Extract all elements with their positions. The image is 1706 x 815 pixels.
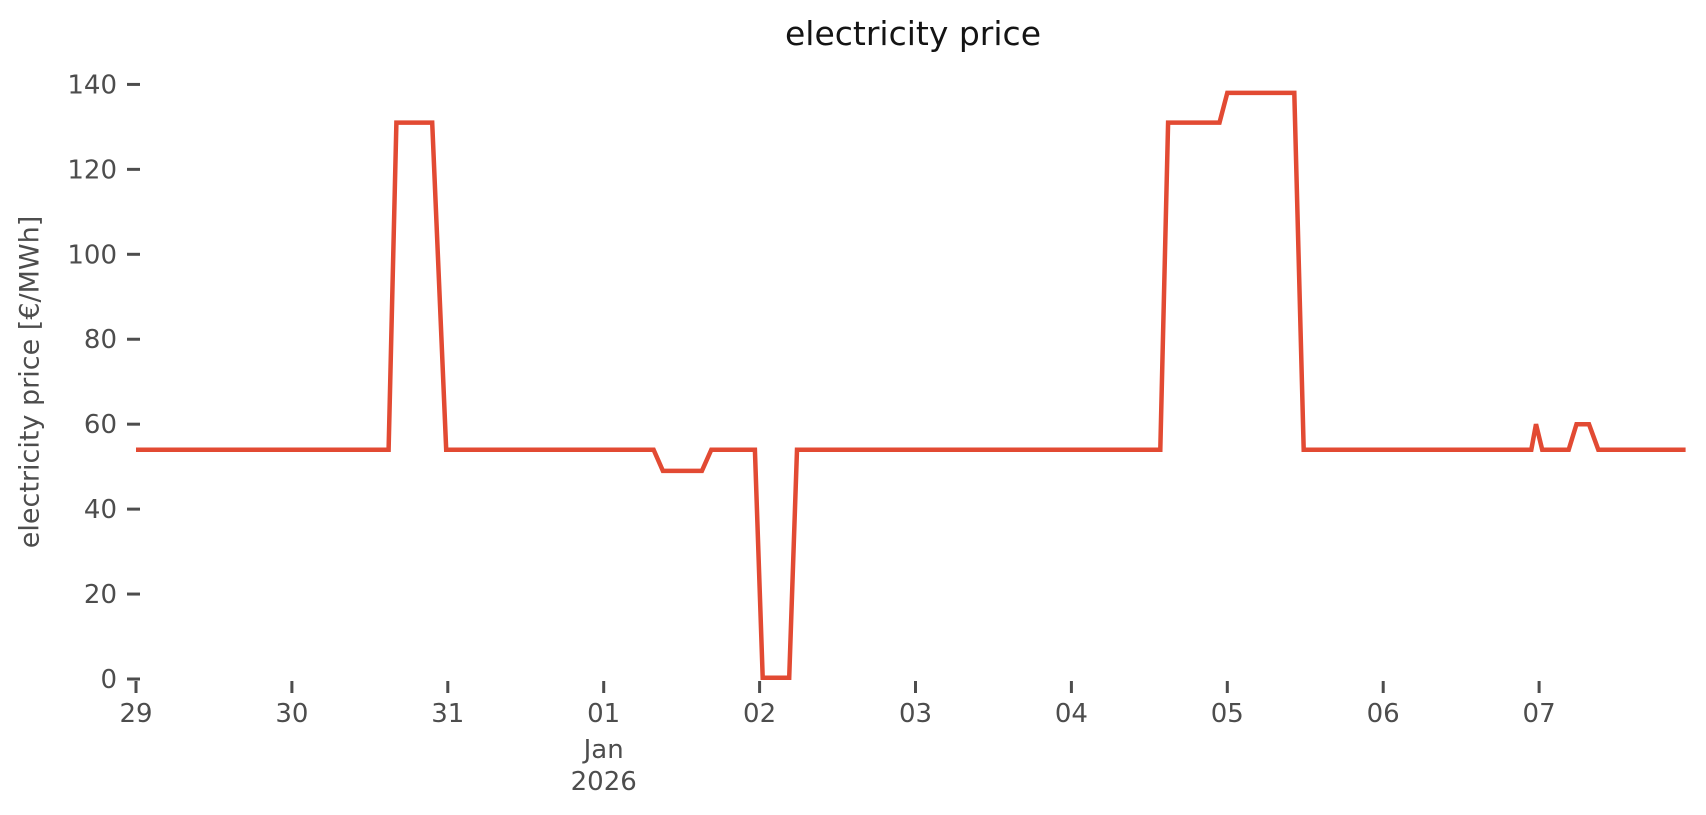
y-tick-label: 100: [67, 240, 117, 270]
x-month-label: Jan: [582, 735, 624, 765]
y-tick-label: 0: [100, 665, 117, 695]
chart-title: electricity price: [785, 14, 1041, 53]
y-tick-label: 140: [67, 70, 117, 100]
price-line-series: [136, 90, 1686, 680]
x-tick-label: 07: [1523, 699, 1556, 729]
x-tick-label: 05: [1211, 699, 1244, 729]
x-tick-label: 31: [431, 699, 464, 729]
y-tick-label: 20: [84, 580, 117, 610]
x-tick-label: 06: [1367, 699, 1400, 729]
y-tick-label: 120: [67, 155, 117, 185]
x-tick-label: 01: [587, 699, 620, 729]
x-year-label: 2026: [571, 767, 637, 797]
x-tick-label: 02: [743, 699, 776, 729]
x-tick-label: 29: [119, 699, 152, 729]
y-tick-label: 40: [84, 495, 117, 525]
y-tick-label: 80: [84, 325, 117, 355]
y-tick-label: 60: [84, 410, 117, 440]
x-tick-label: 30: [275, 699, 308, 729]
x-tick-label: 03: [899, 699, 932, 729]
x-tick-label: 04: [1055, 699, 1088, 729]
